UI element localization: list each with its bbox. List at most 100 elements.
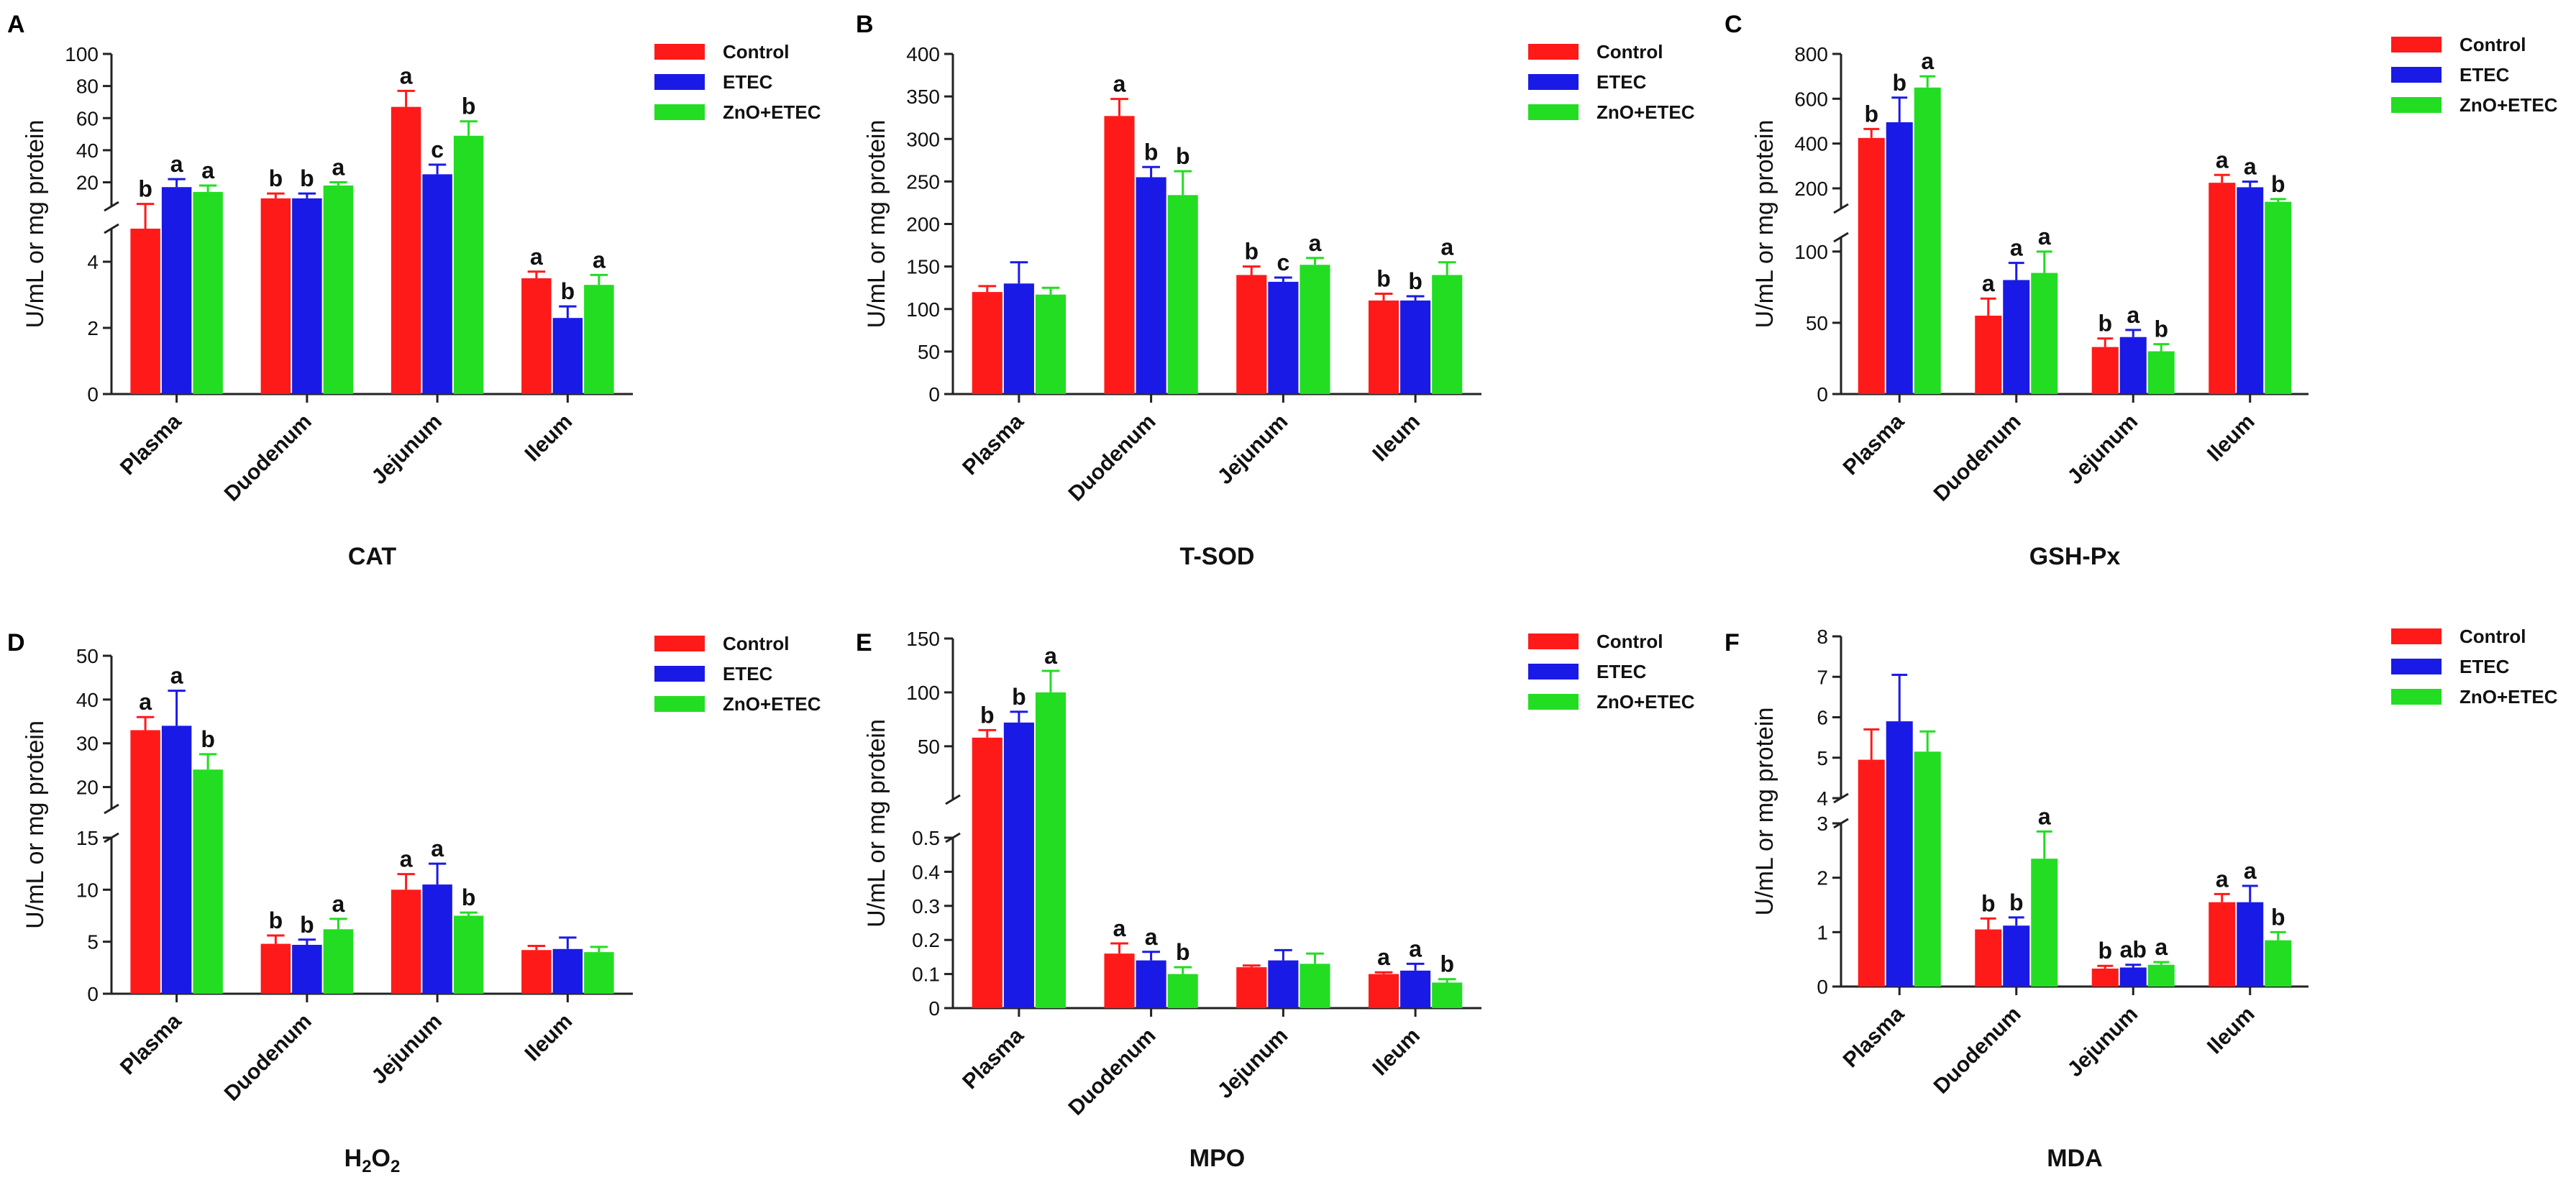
legend-label: ZnO+ETEC (1597, 101, 1695, 123)
legend-swatch (1528, 74, 1579, 90)
y-tick-label: 250 (906, 170, 940, 193)
panel-e: E 0 0.1 0.2 0.3 0.4 0.5 50 100 150 U/mL or mg prot… (856, 628, 1695, 1172)
bar-etec (2119, 337, 2147, 394)
bar-zno-etec (1167, 195, 1198, 394)
significance-letter: b (462, 884, 476, 910)
y-tick-label: 4 (1817, 787, 1828, 810)
y-axis-label: U/mL or mg protein (1751, 708, 1778, 916)
y-tick-label: 4 (87, 251, 99, 273)
y-tick-label: 2 (1817, 867, 1828, 889)
y-tick-label: 0 (1817, 976, 1828, 998)
metric-label: H2O2 (344, 1145, 401, 1176)
bar-etec (2003, 925, 2030, 987)
legend-swatch (2391, 689, 2442, 705)
y-tick-label: 400 (906, 43, 940, 65)
bar-etec (422, 174, 452, 395)
significance-letter: b (462, 93, 476, 119)
x-tick-label: Ileum (2203, 1002, 2260, 1059)
axis-break-mark (104, 803, 119, 815)
significance-letter: a (2127, 302, 2139, 328)
legend-label: ZnO+ETEC (2459, 94, 2558, 116)
bar-control (130, 229, 160, 394)
y-tick-label: 3 (1817, 813, 1828, 835)
bar-etec (552, 948, 583, 994)
x-tick-label: Ileum (2203, 410, 2260, 467)
bar-control (521, 278, 552, 394)
x-tick-label: Plasma (1839, 409, 1909, 480)
y-tick-label: 1 (1817, 921, 1828, 943)
legend-label: ETEC (2459, 656, 2510, 677)
legend-label: ETEC (723, 663, 773, 685)
bar-zno-etec (2265, 940, 2292, 987)
significance-letter: b (269, 907, 283, 933)
y-tick-label: 0.3 (912, 895, 940, 918)
bar-etec (1886, 721, 1913, 987)
x-tick-label: Ileum (1368, 1024, 1425, 1081)
legend-swatch (1528, 664, 1579, 680)
bar-control (130, 730, 160, 994)
x-tick-label: Plasma (1839, 1002, 1909, 1072)
legend-label: ZnO+ETEC (1597, 691, 1695, 713)
significance-letter: b (2271, 171, 2285, 197)
legend-label: ETEC (1597, 71, 1647, 93)
x-tick-label: Jejunum (367, 1010, 447, 1089)
significance-letter: a (2038, 803, 2051, 829)
bar-zno-etec (1914, 751, 1941, 987)
bar-zno-etec (323, 929, 354, 994)
legend-label: ZnO+ETEC (723, 693, 821, 715)
y-tick-label: 7 (1817, 666, 1828, 688)
y-tick-label: 200 (906, 214, 940, 236)
bar-etec (292, 945, 322, 994)
axis-break-mark (945, 832, 961, 843)
y-tick-label: 800 (1794, 43, 1828, 65)
y-tick-label: 350 (906, 86, 940, 108)
y-tick-label: 0 (1817, 383, 1828, 406)
legend-swatch (2391, 67, 2442, 83)
bar-control (260, 943, 291, 994)
bar-etec (552, 318, 583, 394)
y-tick-label: 200 (1794, 178, 1828, 200)
bar-etec (1268, 281, 1299, 394)
y-tick-label: 80 (76, 76, 99, 98)
bar-etec (422, 884, 452, 994)
significance-letter: c (431, 137, 444, 163)
x-tick-label: Jejunum (2063, 1002, 2143, 1082)
y-tick-label: 10 (76, 879, 99, 901)
significance-letter: b (1408, 268, 1422, 294)
bar-zno-etec (584, 952, 614, 994)
bar-etec (2119, 967, 2147, 987)
significance-letter: b (1176, 939, 1190, 965)
bar-etec (1136, 960, 1166, 1008)
panel-letter: A (7, 11, 25, 38)
significance-letter: b (1440, 951, 1454, 977)
significance-letter: b (1981, 890, 1996, 916)
legend-swatch (654, 666, 705, 682)
significance-letter: b (1376, 265, 1391, 291)
significance-letter: b (269, 165, 283, 191)
y-tick-label: 6 (1817, 707, 1828, 729)
significance-letter: a (170, 663, 183, 689)
legend-label: Control (2459, 34, 2526, 55)
significance-letter: b (1144, 139, 1159, 165)
x-tick-label: Duodenum (220, 410, 316, 506)
significance-letter: a (2155, 934, 2168, 960)
y-tick-label: 100 (65, 43, 99, 65)
bar-zno-etec (1914, 87, 1941, 394)
bar-etec (292, 198, 322, 394)
bar-zno-etec (1167, 974, 1198, 1008)
bar-etec (2237, 187, 2264, 394)
bar-zno-etec (584, 285, 614, 394)
bar-control (390, 889, 421, 994)
x-tick-label: Ileum (521, 410, 577, 467)
bar-etec (1003, 283, 1034, 394)
metric-label: GSH-Px (2029, 543, 2121, 570)
legend-swatch (2391, 97, 2442, 113)
x-tick-label: Jejunum (1213, 1024, 1293, 1104)
significance-letter: b (2009, 889, 2024, 915)
y-axis-label: U/mL or mg protein (1751, 120, 1778, 329)
metric-label: CAT (348, 543, 397, 570)
bar-control (1236, 275, 1267, 394)
significance-letter: b (1176, 143, 1190, 169)
y-tick-label: 30 (76, 733, 99, 755)
